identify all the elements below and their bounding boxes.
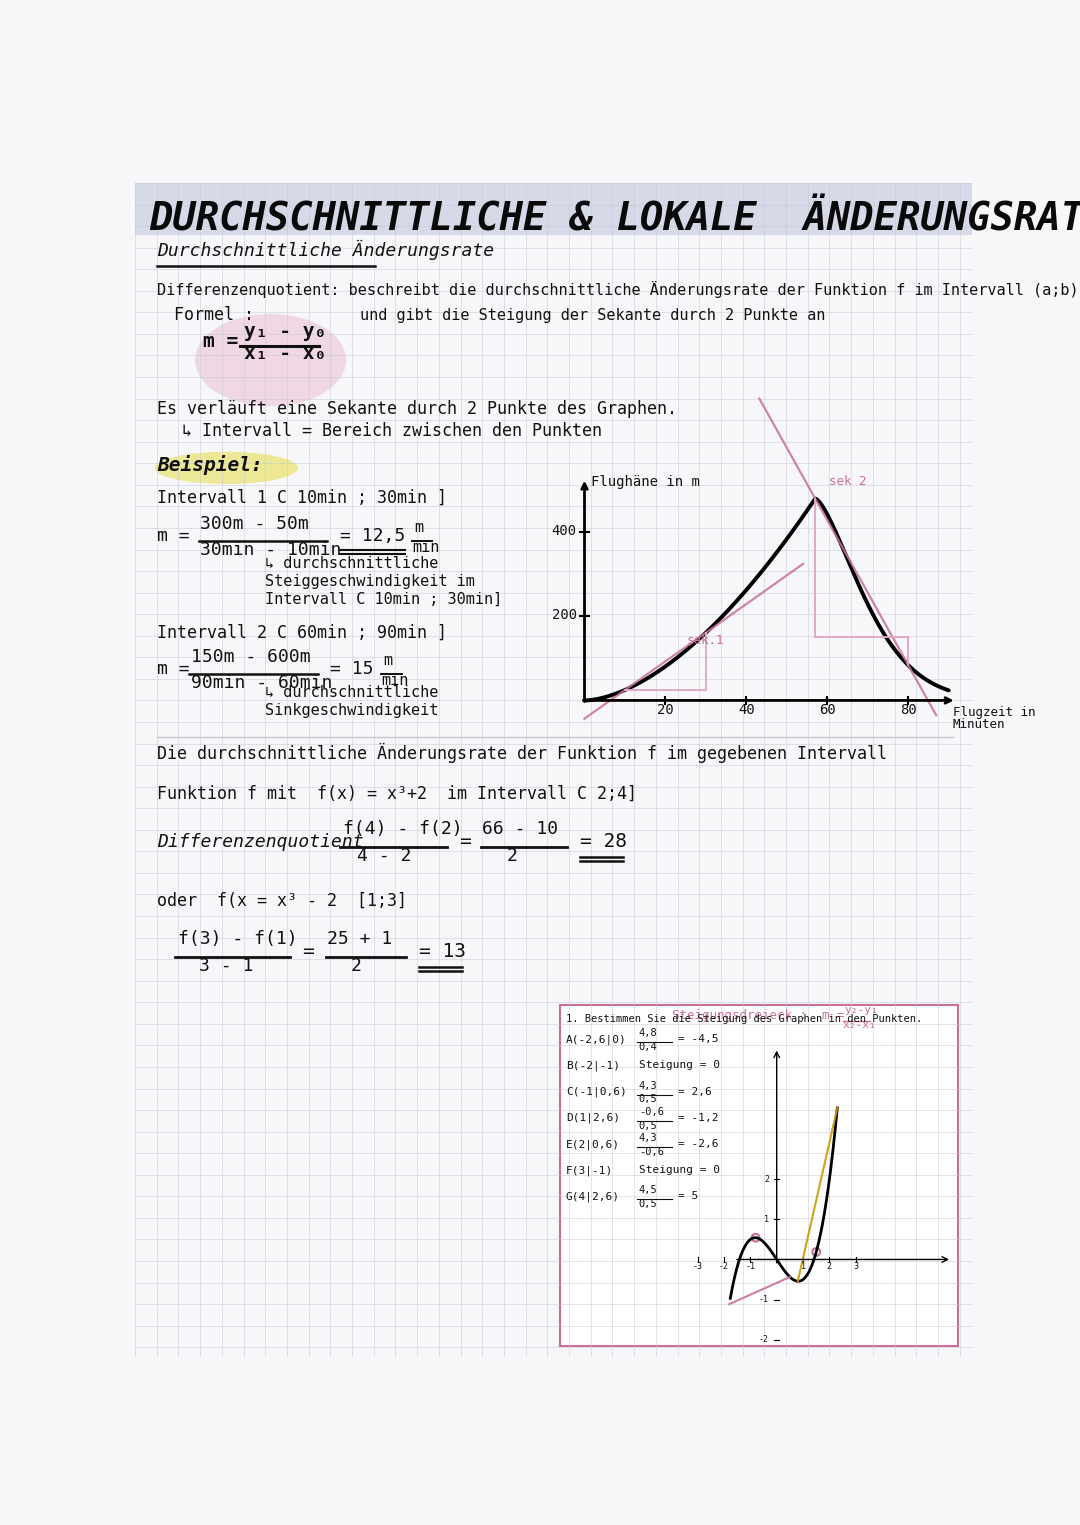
Text: 0,5: 0,5 xyxy=(638,1199,658,1209)
Text: 60: 60 xyxy=(819,703,836,717)
Text: C(-1|0,6): C(-1|0,6) xyxy=(566,1087,626,1096)
Text: und gibt die Steigung der Sekante durch 2 Punkte an: und gibt die Steigung der Sekante durch … xyxy=(360,308,825,323)
Text: 0,5: 0,5 xyxy=(638,1095,658,1104)
Text: D(1|2,6): D(1|2,6) xyxy=(566,1113,620,1124)
Text: 0,4: 0,4 xyxy=(638,1042,658,1052)
Text: oder  f(x = x³ - 2  [1;3]: oder f(x = x³ - 2 [1;3] xyxy=(157,891,407,909)
Text: 1: 1 xyxy=(800,1261,806,1270)
Text: = 12,5: = 12,5 xyxy=(340,528,406,544)
Text: y₁ - y₀: y₁ - y₀ xyxy=(243,322,326,342)
Ellipse shape xyxy=(154,451,298,483)
Text: E(2|0,6): E(2|0,6) xyxy=(566,1139,620,1150)
Text: Steiggeschwindigkeit im: Steiggeschwindigkeit im xyxy=(266,573,475,589)
Text: Flugzeit in: Flugzeit in xyxy=(953,706,1035,718)
Text: f(3) - f(1): f(3) - f(1) xyxy=(177,930,297,947)
Text: 2: 2 xyxy=(764,1174,769,1183)
Text: B(-2|-1): B(-2|-1) xyxy=(566,1060,620,1071)
Text: 2: 2 xyxy=(350,958,362,976)
Text: = 15: = 15 xyxy=(330,660,374,679)
Text: -2: -2 xyxy=(759,1334,769,1344)
Text: = -1,2: = -1,2 xyxy=(677,1113,718,1122)
Text: m =: m = xyxy=(157,528,189,544)
Text: 80: 80 xyxy=(900,703,917,717)
Text: 2: 2 xyxy=(507,848,518,865)
Text: = -4,5: = -4,5 xyxy=(677,1034,718,1045)
Text: Intervall C 10min ; 30min]: Intervall C 10min ; 30min] xyxy=(266,592,502,607)
Text: Die durchschnittliche Änderungsrate der Funktion f im gegebenen Intervall: Die durchschnittliche Änderungsrate der … xyxy=(157,743,887,762)
Text: 300m - 50m: 300m - 50m xyxy=(200,515,309,532)
Text: Steigungsdreieck :  m =: Steigungsdreieck : m = xyxy=(672,1010,845,1022)
Text: 4,3: 4,3 xyxy=(638,1133,658,1142)
Text: ↳ durchschnittliche: ↳ durchschnittliche xyxy=(266,685,438,700)
Text: 4,3: 4,3 xyxy=(638,1081,658,1090)
Text: Steigung = 0: Steigung = 0 xyxy=(638,1060,719,1071)
Text: 1: 1 xyxy=(764,1215,769,1223)
Text: 90min - 60min: 90min - 60min xyxy=(191,674,333,692)
Text: -2: -2 xyxy=(719,1261,729,1270)
Text: = 28: = 28 xyxy=(580,831,626,851)
Text: G(4|2,6): G(4|2,6) xyxy=(566,1191,620,1202)
Text: 3: 3 xyxy=(853,1261,859,1270)
Text: f(4) - f(2): f(4) - f(2) xyxy=(342,819,462,837)
Text: A(-2,6|0): A(-2,6|0) xyxy=(566,1034,626,1045)
Text: -1: -1 xyxy=(745,1261,755,1270)
Text: sek 2: sek 2 xyxy=(829,474,866,488)
Text: ↳ durchschnittliche: ↳ durchschnittliche xyxy=(266,557,438,570)
Bar xyxy=(135,183,972,235)
Text: min: min xyxy=(381,673,409,688)
Text: 4,5: 4,5 xyxy=(638,1185,658,1196)
Text: F(3|-1): F(3|-1) xyxy=(566,1165,613,1176)
Text: Minuten: Minuten xyxy=(953,718,1005,730)
Text: 25 + 1: 25 + 1 xyxy=(327,930,392,947)
Text: =: = xyxy=(459,831,471,851)
Text: 66 - 10: 66 - 10 xyxy=(482,819,558,837)
Text: 40: 40 xyxy=(738,703,755,717)
Text: Es verläuft eine Sekante durch 2 Punkte des Graphen.: Es verläuft eine Sekante durch 2 Punkte … xyxy=(157,400,677,418)
Text: =: = xyxy=(302,942,314,961)
Text: Intervall 2 C 60min ; 90min ]: Intervall 2 C 60min ; 90min ] xyxy=(157,624,447,642)
Text: 200: 200 xyxy=(552,608,577,622)
Text: Funktion f mit  f(x) = x³+2  im Intervall C 2;4]: Funktion f mit f(x) = x³+2 im Intervall … xyxy=(157,785,637,804)
Text: x₂-x₁: x₂-x₁ xyxy=(842,1020,876,1031)
Bar xyxy=(559,1005,958,1345)
Text: Steigung = 0: Steigung = 0 xyxy=(638,1165,719,1176)
Text: -0,6: -0,6 xyxy=(638,1147,664,1157)
Text: 150m - 600m: 150m - 600m xyxy=(191,648,310,666)
Text: m: m xyxy=(383,653,392,668)
Text: Beispiel:: Beispiel: xyxy=(157,454,262,474)
Text: = 13: = 13 xyxy=(419,942,465,961)
Text: sek.1: sek.1 xyxy=(687,634,724,647)
Text: 0,5: 0,5 xyxy=(638,1121,658,1130)
Text: 400: 400 xyxy=(552,525,577,538)
Text: m: m xyxy=(414,520,423,535)
Text: -1: -1 xyxy=(759,1295,769,1304)
Ellipse shape xyxy=(195,314,347,406)
Text: -3: -3 xyxy=(692,1261,703,1270)
Text: 2: 2 xyxy=(827,1261,832,1270)
Text: Intervall 1 C 10min ; 30min ]: Intervall 1 C 10min ; 30min ] xyxy=(157,488,447,506)
Text: Durchschnittliche Änderungsrate: Durchschnittliche Änderungsrate xyxy=(157,239,494,261)
Text: Flughäne in m: Flughäne in m xyxy=(591,474,700,488)
Text: 3 - 1: 3 - 1 xyxy=(199,958,253,976)
Text: Sinkgeschwindigkeit: Sinkgeschwindigkeit xyxy=(266,703,438,718)
Text: = 5: = 5 xyxy=(677,1191,698,1202)
Text: y₂-y₁: y₂-y₁ xyxy=(845,1005,879,1016)
Text: 20: 20 xyxy=(657,703,674,717)
Text: = 2,6: = 2,6 xyxy=(677,1087,712,1096)
Text: m =: m = xyxy=(157,660,189,679)
Text: Differenzenquotient: Differenzenquotient xyxy=(157,833,363,851)
Text: 4,8: 4,8 xyxy=(638,1028,658,1039)
Text: m =: m = xyxy=(203,332,239,351)
Text: -0,6: -0,6 xyxy=(638,1107,664,1116)
Text: 30min - 10min: 30min - 10min xyxy=(200,541,341,558)
Text: ↳ Intervall = Bereich zwischen den Punkten: ↳ Intervall = Bereich zwischen den Punkt… xyxy=(181,421,602,439)
Text: DURCHSCHNITTLICHE & LOKALE  ÄNDERUNGSRATE: DURCHSCHNITTLICHE & LOKALE ÄNDERUNGSRATE xyxy=(149,201,1080,239)
Text: Formel :: Formel : xyxy=(174,307,254,323)
Text: = -2,6: = -2,6 xyxy=(677,1139,718,1148)
Text: x₁ - x₀: x₁ - x₀ xyxy=(243,343,326,363)
Text: 1. Bestimmen Sie die Steigung des Graphen in den Punkten.: 1. Bestimmen Sie die Steigung des Graphe… xyxy=(566,1014,922,1025)
Text: min: min xyxy=(413,540,440,555)
Text: Differenzenquotient: beschreibt die durchschnittliche Änderungsrate der Funktion: Differenzenquotient: beschreibt die durc… xyxy=(157,281,1078,297)
Text: 4 - 2: 4 - 2 xyxy=(356,848,411,865)
